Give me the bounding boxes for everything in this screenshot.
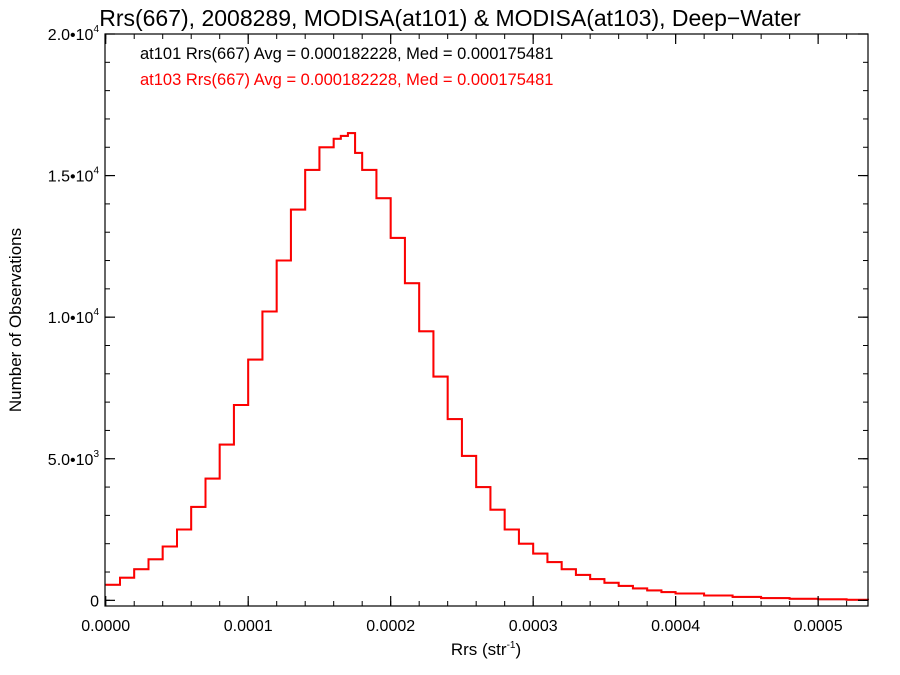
tick-layer: 0.0000 0.0001 0.0002 0.0003 0.0004 0.0005 0 5.0… (48, 24, 868, 635)
x-tick-label: 0.0001 (224, 618, 273, 635)
annotation-line-2: at103 Rrs(667) Avg = 0.000182228, Med = … (140, 71, 553, 89)
series-layer (105, 132, 869, 601)
y-axis-label: Number of Observations (6, 228, 25, 412)
x-tick-label: 0.0002 (366, 618, 415, 635)
y-tick-label: 1.0•104 (48, 307, 100, 327)
x-tick-label: 0.0005 (794, 618, 843, 635)
x-tick-label: 0.0004 (651, 618, 700, 635)
plot-frame (104, 33, 869, 607)
x-axis-label-close: ) (515, 640, 521, 659)
x-axis-label-exponent: -1 (507, 640, 516, 651)
x-tick-label: 0.0003 (509, 618, 558, 635)
annotation-layer: at101 Rrs(667) Avg = 0.000182228, Med = … (140, 45, 553, 89)
y-tick-label: 1.5•104 (48, 166, 100, 186)
x-tick-label: 0.0000 (81, 618, 130, 635)
chart-title: Rrs(667), 2008289, MODISA(at101) & MODIS… (99, 5, 801, 31)
x-axis-label-text: Rrs (str (451, 640, 507, 659)
annotation-line-1: at101 Rrs(667) Avg = 0.000182228, Med = … (140, 45, 553, 63)
series-line-2 (105, 132, 869, 601)
y-tick-label: 2.0•104 (48, 24, 100, 44)
y-tick-label: 5.0•103 (48, 449, 100, 469)
series-line-1 (105, 132, 869, 601)
x-axis-label: Rrs (str-1) (451, 640, 521, 659)
y-tick-label: 0 (90, 593, 99, 610)
